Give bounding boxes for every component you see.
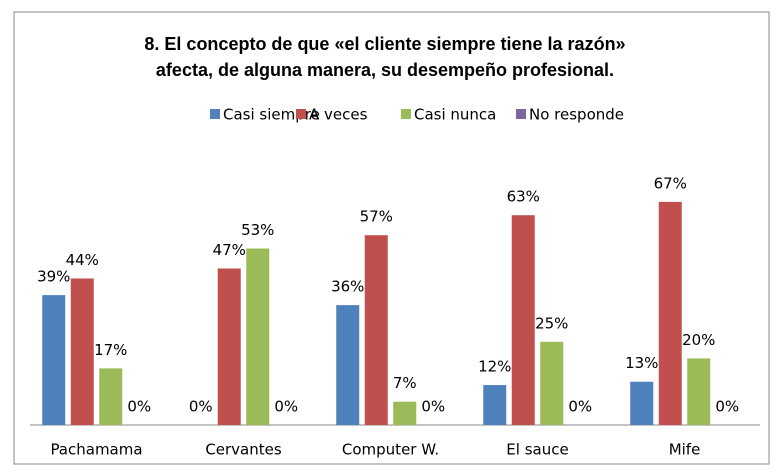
data-label: 47% bbox=[213, 241, 246, 259]
bar bbox=[99, 368, 123, 425]
legend-label: Casi nunca bbox=[414, 106, 496, 124]
x-tick-label: El sauce bbox=[506, 441, 568, 459]
legend-swatch bbox=[210, 109, 220, 119]
bar bbox=[42, 295, 66, 425]
bar bbox=[483, 385, 507, 425]
data-label: 17% bbox=[94, 341, 127, 359]
chart-border bbox=[13, 11, 770, 465]
data-label: 0% bbox=[715, 398, 739, 416]
data-label: 0% bbox=[274, 398, 298, 416]
data-label: 25% bbox=[535, 314, 568, 332]
data-label: 0% bbox=[189, 398, 213, 416]
data-label: 39% bbox=[37, 268, 70, 286]
data-label: 12% bbox=[478, 358, 511, 376]
data-label: 57% bbox=[360, 208, 393, 226]
data-label: 67% bbox=[654, 174, 687, 192]
data-label: 7% bbox=[393, 374, 417, 392]
bar bbox=[364, 235, 388, 425]
legend-label: No responde bbox=[529, 106, 624, 124]
legend-label: A veces bbox=[309, 106, 368, 124]
data-label: 63% bbox=[507, 188, 540, 206]
data-label: 36% bbox=[331, 278, 364, 296]
chart-title: afecta, de alguna manera, su desempeño p… bbox=[156, 60, 614, 80]
x-tick-label: Computer W. bbox=[342, 441, 439, 459]
legend-swatch bbox=[401, 109, 411, 119]
data-label: 0% bbox=[421, 398, 445, 416]
legend-swatch bbox=[296, 109, 306, 119]
chart-title: 8. El concepto de que «el cliente siempr… bbox=[144, 34, 625, 54]
bar bbox=[246, 248, 270, 425]
bar bbox=[511, 215, 535, 425]
data-label: 0% bbox=[127, 398, 151, 416]
x-tick-label: Cervantes bbox=[205, 441, 282, 459]
bar bbox=[70, 278, 94, 425]
bar bbox=[687, 358, 711, 425]
bar bbox=[540, 341, 564, 425]
bar bbox=[217, 268, 241, 425]
data-label: 53% bbox=[241, 221, 274, 239]
data-label: 13% bbox=[625, 354, 658, 372]
data-label: 0% bbox=[568, 398, 592, 416]
x-tick-label: Pachamama bbox=[50, 441, 142, 459]
data-label: 44% bbox=[66, 251, 99, 269]
legend-label: Casi siempre bbox=[223, 106, 320, 124]
data-label: 20% bbox=[682, 331, 715, 349]
legend-swatch bbox=[516, 109, 526, 119]
bar bbox=[630, 381, 654, 425]
bar bbox=[336, 305, 360, 425]
x-tick-label: Mife bbox=[669, 441, 701, 459]
bar bbox=[393, 401, 417, 425]
bar bbox=[658, 201, 682, 425]
